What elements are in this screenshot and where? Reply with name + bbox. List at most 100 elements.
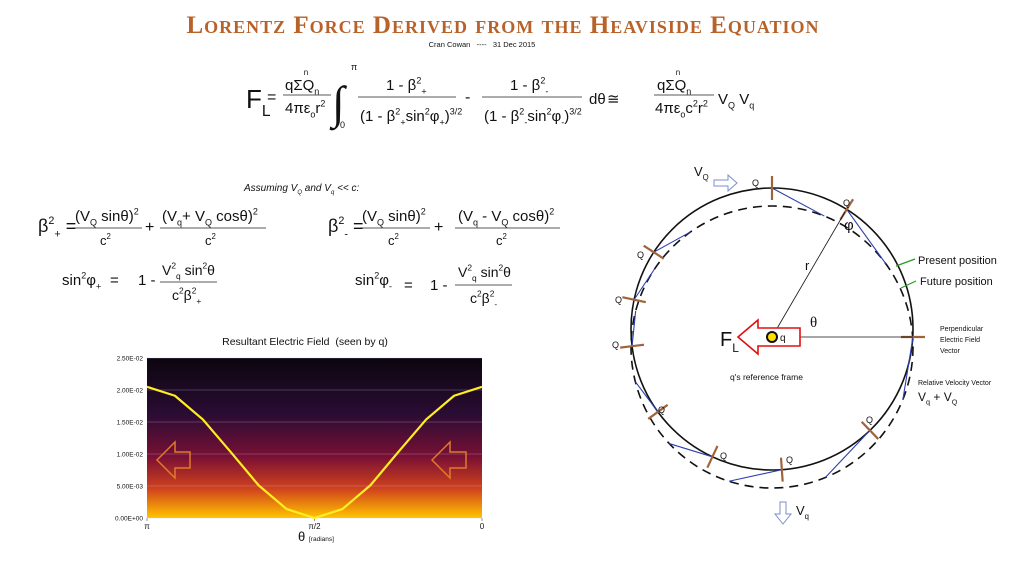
text-run: (V: [162, 208, 177, 225]
text-run: F: [720, 329, 732, 351]
denominator: 4πεoc2r2: [655, 98, 708, 119]
y-tick-label: 1.00E-02: [117, 452, 144, 459]
text-run: + V: [182, 208, 205, 225]
sin-minus-equation: sin2φ- = 1 - V2q sin2θ c2β2-: [355, 263, 512, 309]
text-run: 4πε: [655, 100, 681, 117]
frame-label: q's reference frame: [730, 372, 803, 382]
text-run: 1 - β: [510, 77, 541, 94]
velocity-line: [771, 187, 825, 217]
pointer: [900, 280, 917, 289]
field-vector: [622, 296, 647, 304]
chart: Resultant Electric Field (seen by q) 0.0…: [115, 336, 485, 544]
source-velocity: VQ: [694, 164, 709, 182]
arrow-left: [155, 440, 191, 480]
numerator: V2q sin2θ: [458, 263, 511, 284]
text-run: c: [388, 233, 395, 248]
y-tick-label: 2.50E-02: [117, 356, 144, 363]
subscript: +: [440, 118, 445, 128]
charge-label: q: [780, 333, 786, 344]
velocity-line: [846, 209, 887, 264]
charge-label: Q: [752, 178, 759, 188]
x-axis-unit: [radians]: [309, 536, 334, 543]
supscript: 2: [549, 206, 554, 216]
subscript: n: [314, 87, 319, 97]
subscript: L: [732, 341, 739, 355]
text-run: sin: [527, 108, 546, 125]
text-run: ): [564, 108, 569, 125]
x-tick-label: π/2: [308, 522, 321, 531]
text-run: (1 - β: [484, 108, 520, 125]
text-run: c: [496, 233, 503, 248]
velocities: VQ Vq: [718, 91, 754, 111]
supscript: 2: [503, 232, 507, 241]
subscript: -: [344, 228, 348, 240]
velocity-vector-label: Relative Velocity Vector: [918, 380, 992, 387]
minus: -: [465, 89, 470, 106]
supscript: 2: [212, 232, 216, 241]
numerator: (Vq+ VQ cosθ)2: [162, 206, 258, 227]
text-run: V: [162, 262, 172, 278]
term-denominator: (1 - β2+sin2φ+)3/2: [360, 106, 462, 127]
numerator: (VQ sinθ)2: [75, 206, 139, 227]
subscript: L: [262, 103, 271, 120]
one-minus: 1 -: [430, 277, 448, 294]
text-run: sin: [477, 264, 499, 280]
supscript: 2: [171, 261, 176, 271]
text-run: φ: [430, 108, 440, 125]
supscript: 2: [48, 215, 54, 227]
differential: dθ: [589, 91, 606, 108]
field-vector: [620, 343, 645, 349]
text-run: φ: [552, 108, 562, 125]
supscript: 2: [547, 106, 552, 116]
text-run: r: [315, 100, 320, 117]
y-tick-label: 0.00E+00: [115, 516, 143, 523]
text-run: qΣQ: [657, 77, 686, 94]
subscript: -: [545, 87, 548, 97]
supscript: 2: [703, 98, 708, 108]
text-run: V: [694, 164, 703, 179]
text-run: (V: [75, 208, 90, 225]
charge-label: Q: [786, 455, 793, 465]
text-run: c: [100, 233, 107, 248]
charge-label: Q: [612, 340, 619, 350]
arrow-left: [430, 440, 467, 480]
supscript: 2: [374, 270, 379, 280]
text-run: cosθ): [508, 208, 549, 225]
supscript: 2: [179, 286, 184, 296]
subscript: +: [196, 296, 201, 306]
denominator: 4πεor2: [285, 98, 325, 119]
text-run: + V: [930, 390, 952, 404]
text-run: V: [918, 390, 926, 404]
radius-line: [771, 211, 846, 338]
text-run: c: [172, 287, 179, 303]
subscript: o: [310, 110, 315, 120]
relative-velocity: Vq + VQ: [918, 390, 958, 407]
chart-marks: 0.00E+00 5.00E-03 1.00E-02 1.50E-02 2.00E-02…: [115, 356, 483, 523]
numerator: qΣQn: [285, 77, 319, 97]
subscript: q: [176, 271, 181, 281]
circle-diagram: q FL θ r φ q's reference frame Q Q Q Q Q…: [612, 164, 997, 525]
future-position: Future position: [920, 276, 993, 288]
field-vector: [647, 403, 669, 420]
chart-title: Resultant Electric Field (seen by q): [222, 336, 388, 348]
assumption: Assuming VQ and Vq << c:: [243, 183, 360, 196]
velocity-line: [634, 381, 659, 413]
charge-label: Q: [720, 451, 727, 461]
y-tick-label: 5.00E-03: [117, 484, 144, 491]
text-run: qΣQ: [285, 77, 314, 94]
field-vector: [860, 421, 880, 440]
equals: =: [404, 277, 413, 294]
text-run: (V: [362, 208, 377, 225]
supscript: 2: [467, 263, 472, 273]
beta-minus-equation: β2- = (VQ sinθ)2 c2 + (Vq - VQ cosθ)2 c2: [328, 206, 560, 248]
text-run: sin: [406, 108, 425, 125]
charge-label: Q: [866, 415, 873, 425]
angle-label: θ: [810, 315, 817, 331]
velocity-line: [902, 336, 914, 400]
denominator: c2: [205, 232, 216, 248]
x-tick-label: π: [144, 522, 150, 531]
text-run: β: [482, 290, 490, 306]
one-minus: 1 -: [138, 272, 156, 289]
field-vector: [706, 445, 719, 469]
